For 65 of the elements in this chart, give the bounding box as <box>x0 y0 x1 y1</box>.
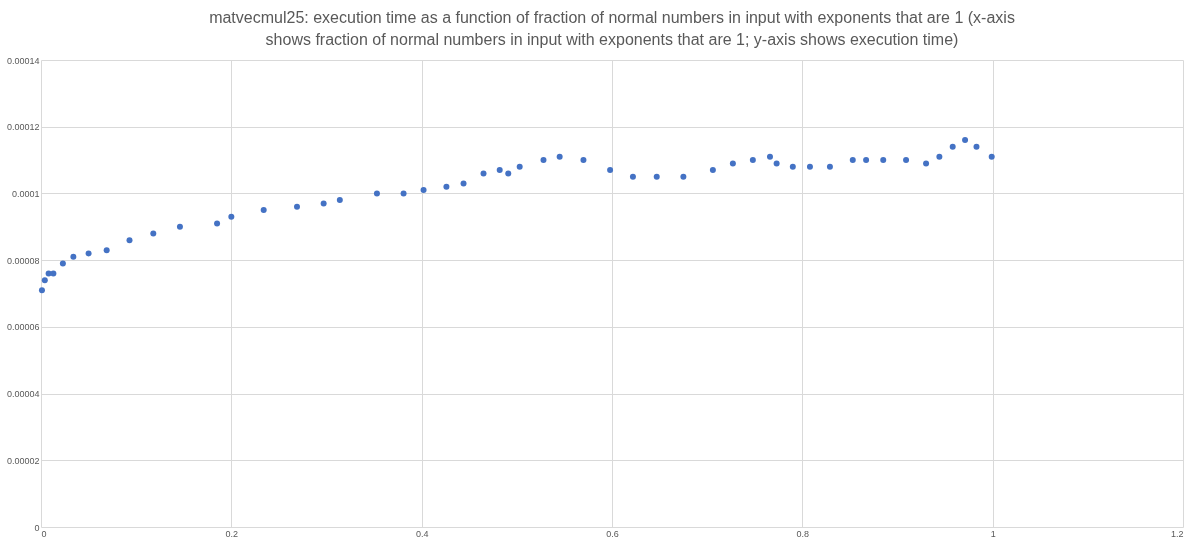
y-tick-label: 0.00002 <box>6 455 40 466</box>
point <box>294 203 300 210</box>
point <box>126 237 133 244</box>
point <box>260 207 267 214</box>
point <box>949 143 956 150</box>
point <box>59 260 66 267</box>
point <box>653 173 660 180</box>
point <box>480 170 487 177</box>
point <box>516 163 523 170</box>
x-tick-label: 1 <box>990 528 996 539</box>
point <box>460 180 467 187</box>
point <box>709 167 716 174</box>
point <box>214 220 221 227</box>
point <box>496 167 503 174</box>
point <box>580 157 587 164</box>
point <box>70 253 77 260</box>
point <box>556 153 563 160</box>
x-tick-label: 0.6 <box>606 528 619 539</box>
x-tick-label: 0.8 <box>796 528 810 539</box>
point <box>826 163 833 170</box>
x-tick-label: 1.2 <box>1170 528 1184 539</box>
point <box>789 163 796 170</box>
point <box>400 190 407 197</box>
x-tick-label: 0 <box>41 528 47 539</box>
point <box>443 183 450 190</box>
point <box>729 160 736 167</box>
point <box>320 200 327 207</box>
point <box>773 160 780 167</box>
point <box>766 153 773 160</box>
y-tick-label: 0.00008 <box>6 255 40 266</box>
y-tick-label: 0.0001 <box>11 188 40 199</box>
point <box>962 137 969 144</box>
point <box>373 190 380 197</box>
chart-title: matvecmul25: execution time as a function of fraction of normal numbers in input with exponents that are 1 (x-axis shows fraction of normal numbers in input with exponents that are 1; y-axis shows execution time) <box>209 9 1015 48</box>
point <box>150 230 157 237</box>
point <box>50 270 57 277</box>
point <box>540 157 547 164</box>
point <box>228 213 235 220</box>
point <box>505 170 512 177</box>
point <box>336 197 343 204</box>
point <box>38 287 45 294</box>
point <box>988 153 995 160</box>
point <box>849 157 856 164</box>
point <box>749 157 756 164</box>
point <box>41 277 48 284</box>
x-tick-label: 0.4 <box>415 528 429 539</box>
point <box>607 167 614 174</box>
point <box>936 153 943 160</box>
y-tick-label: 0.00004 <box>6 389 40 400</box>
point <box>923 160 930 167</box>
point <box>863 157 870 164</box>
point <box>680 173 687 180</box>
point <box>973 143 980 150</box>
x-tick-label: 0.2 <box>225 528 239 539</box>
point <box>420 187 427 194</box>
point <box>903 157 910 164</box>
y-tick-label: 0.00014 <box>6 55 40 66</box>
y-tick-label: 0.00006 <box>6 322 40 333</box>
point <box>880 157 887 164</box>
point <box>176 223 183 230</box>
point <box>85 250 92 257</box>
point <box>103 247 110 254</box>
point <box>629 173 636 180</box>
y-tick-label: 0.00012 <box>6 122 40 133</box>
point <box>806 163 813 170</box>
